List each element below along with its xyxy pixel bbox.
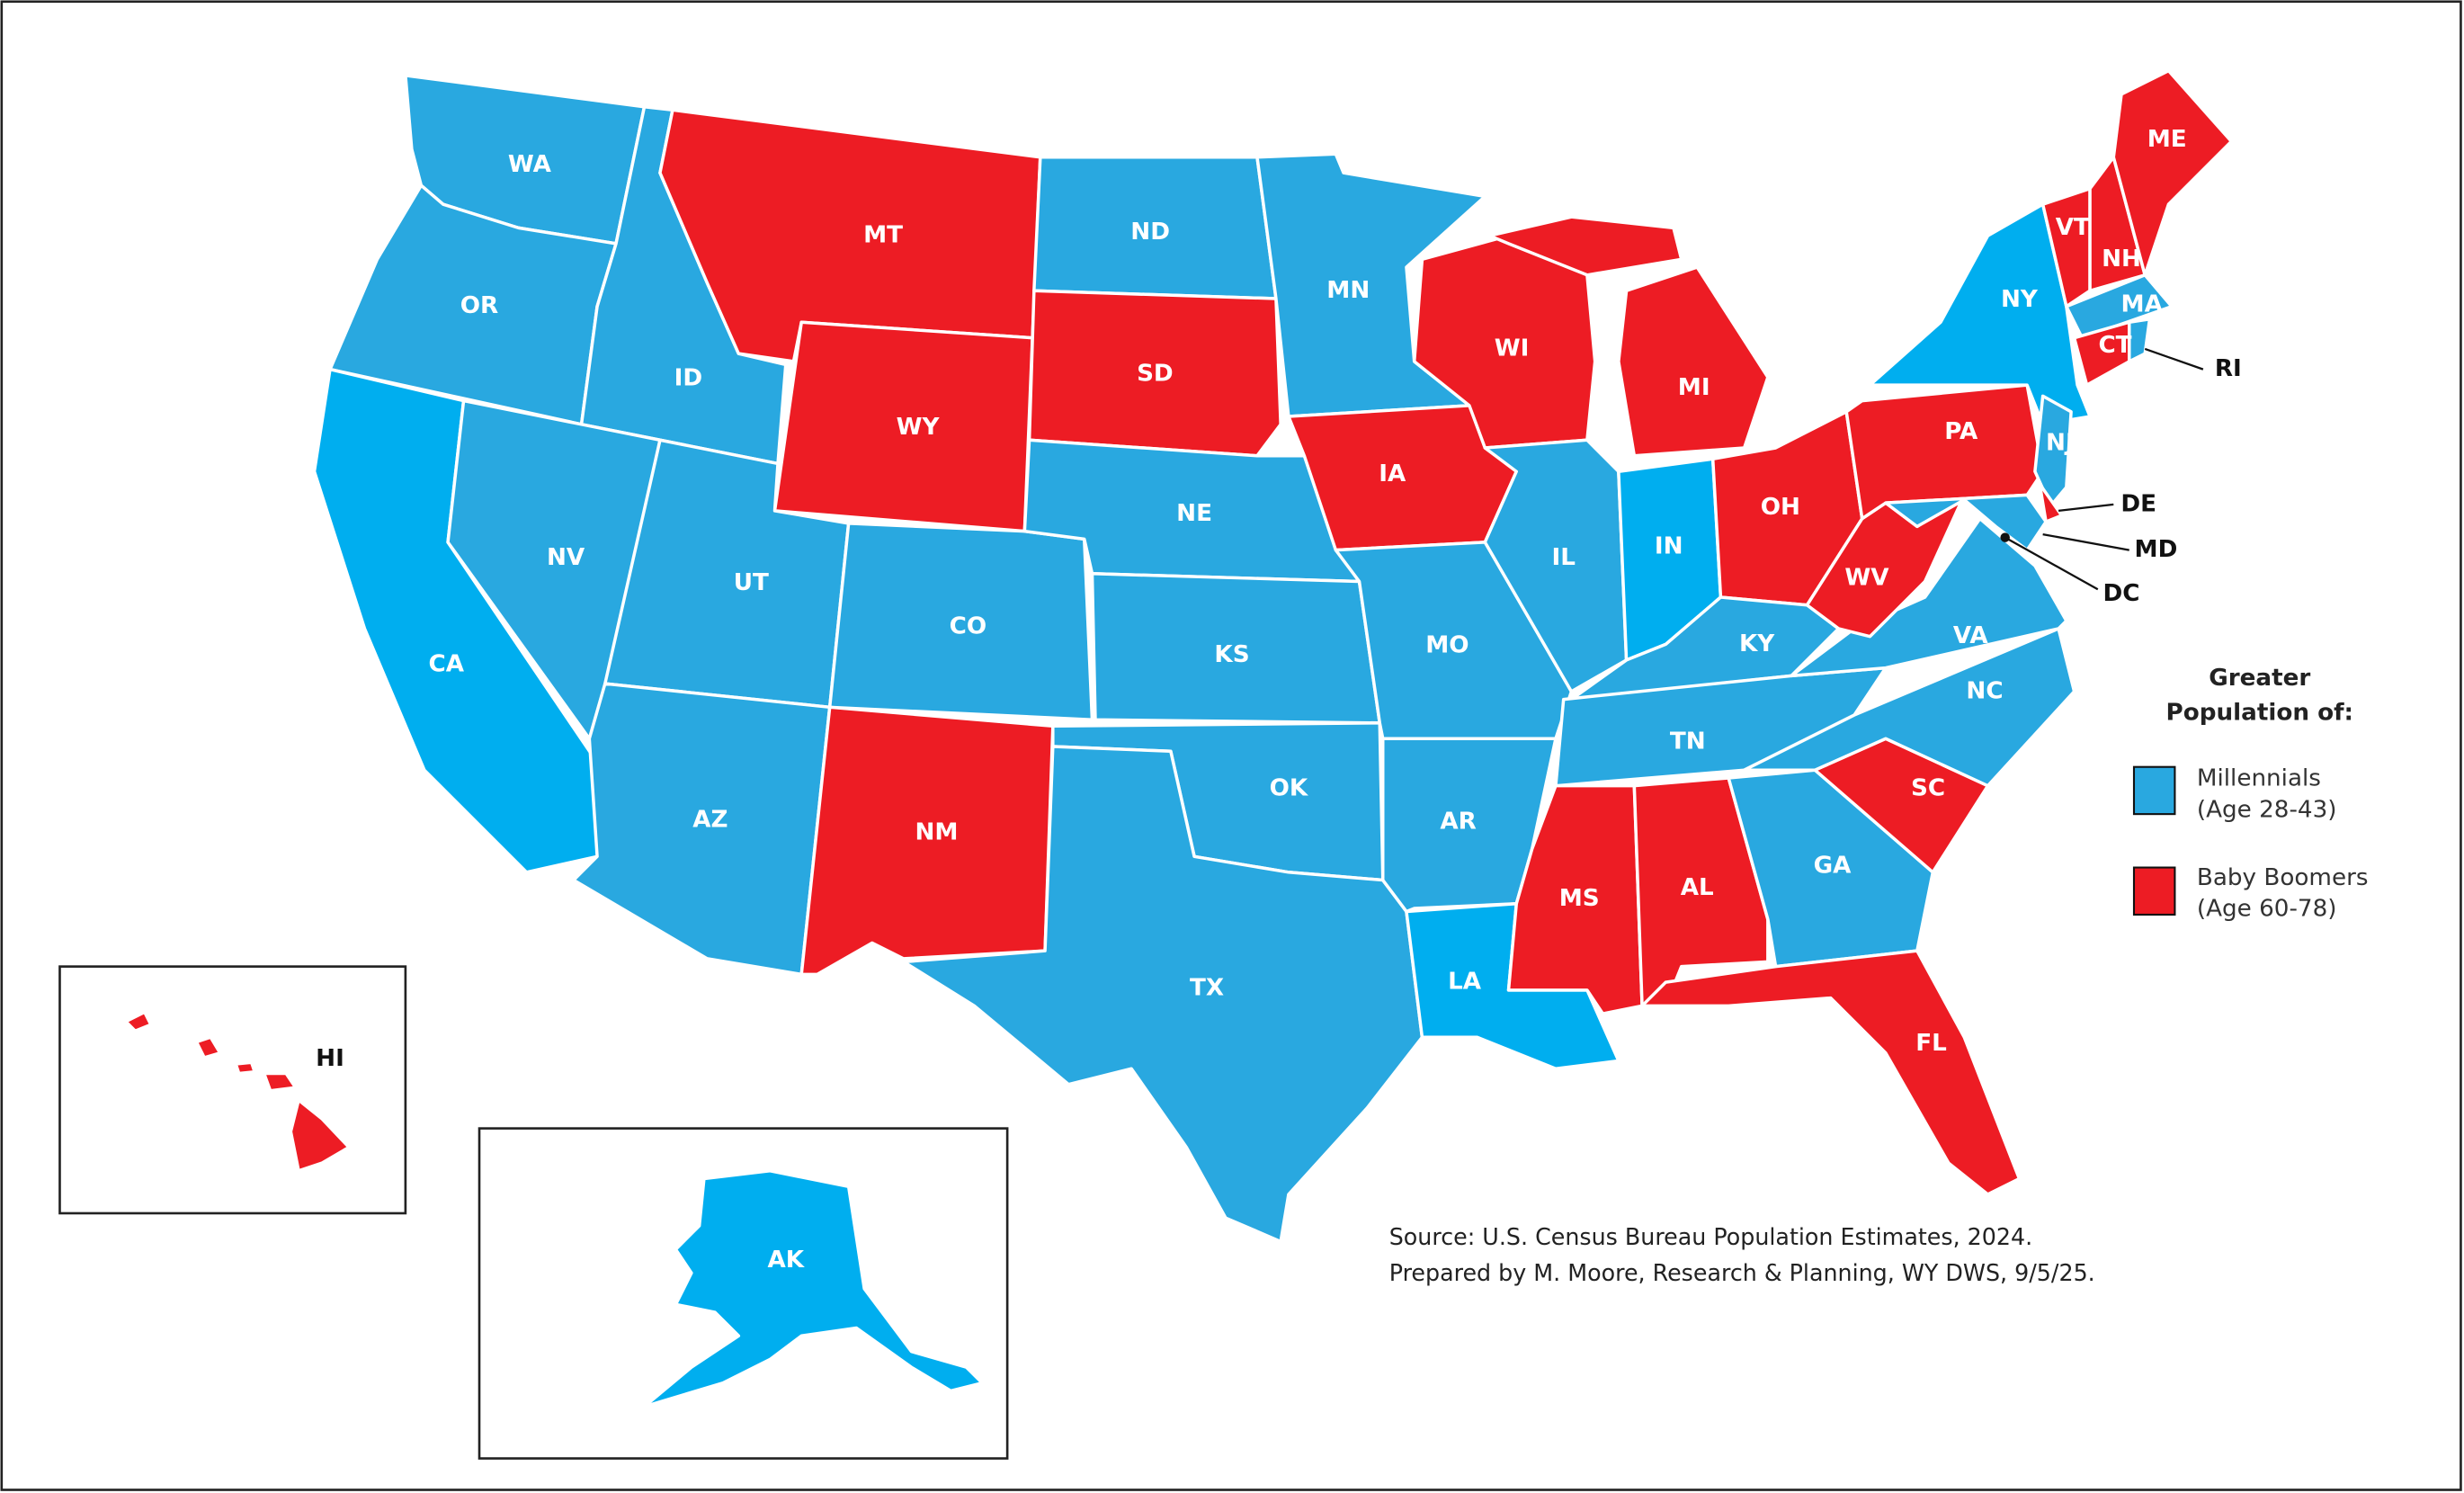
prepared-by-note: Prepared by M. Moore, Research & Plannin… [1389, 1259, 2095, 1286]
legend-sublabel-boomers: (Age 60-78) [2197, 896, 2337, 923]
state-label-ca: CA [429, 651, 465, 678]
state-labels: WA OR CA ID NV MT WY UT AZ CO NM ND SD NE KS OK TX MN IA MO… [316, 126, 2242, 1274]
state-label-md: MD [2135, 536, 2178, 563]
state-label-ut: UT [734, 569, 769, 596]
state-hi [234, 1060, 256, 1076]
leader-line-md [2042, 532, 2129, 551]
state-label-ms: MS [1559, 885, 1600, 912]
state-label-tx: TX [1190, 975, 1224, 1002]
state-label-de: DE [2120, 490, 2156, 517]
legend-swatch-millennials [2132, 765, 2176, 816]
state-ny [1868, 202, 2092, 426]
state-label-la: LA [1448, 969, 1482, 996]
state-ak [642, 1169, 984, 1408]
state-label-az: AZ [692, 807, 728, 834]
state-label-nv: NV [547, 544, 585, 571]
state-label-nc: NC [1966, 677, 2003, 704]
state-label-ri: RI [2215, 355, 2242, 382]
state-de [2038, 482, 2064, 523]
state-label-ia: IA [1379, 460, 1406, 487]
legend-label-millennials: Millennials [2197, 765, 2321, 792]
state-label-sd: SD [1137, 360, 1174, 387]
state-label-ma: MA [2121, 291, 2164, 317]
state-label-ok: OK [1270, 775, 1309, 802]
state-nj [2033, 394, 2073, 508]
state-ma [2065, 273, 2174, 340]
state-label-il: IL [1551, 544, 1575, 571]
leader-line-dc [2004, 536, 2099, 591]
state-label-nh: NH [2102, 246, 2141, 273]
legend-title-line2: Population of: [2166, 699, 2353, 726]
leader-lines [2000, 347, 2204, 591]
state-il [1483, 438, 1629, 693]
state-fl [1640, 949, 2022, 1196]
state-label-oh: OH [1761, 494, 1800, 521]
state-hi [289, 1098, 351, 1173]
state-label-ne: NE [1176, 500, 1212, 527]
state-label-sc: SC [1911, 775, 1945, 802]
source-note: Source: U.S. Census Bureau Population Es… [1389, 1223, 2032, 1250]
legend-swatch-boomers [2132, 866, 2176, 916]
state-label-fl: FL [1915, 1030, 1947, 1057]
state-label-mn: MN [1326, 277, 1370, 304]
state-label-me: ME [2147, 126, 2187, 153]
state-label-pa: PA [1944, 418, 1978, 445]
state-mn [1255, 152, 1487, 418]
state-label-nm: NM [915, 819, 958, 846]
state-label-ny: NY [2001, 286, 2039, 313]
state-label-wv: WV [1844, 565, 1889, 592]
leader-line-de [2058, 503, 2114, 513]
state-label-wi: WI [1495, 335, 1530, 362]
state-label-dc: DC [2103, 580, 2140, 607]
state-ms [1506, 783, 1644, 1015]
legend: Greater Population of: Millennials (Age … [2132, 665, 2369, 923]
state-label-ga: GA [1814, 852, 1852, 879]
state-label-or: OR [460, 292, 498, 319]
state-ri [2128, 317, 2152, 363]
state-label-vt: VT [2056, 214, 2090, 241]
states-layer [124, 68, 2234, 1408]
legend-label-boomers: Baby Boomers [2197, 864, 2369, 891]
state-label-tn: TN [1670, 728, 1706, 755]
state-md [1884, 493, 2048, 552]
state-label-hi: HI [316, 1045, 344, 1072]
legend-title-line1: Greater [2209, 665, 2310, 692]
state-label-ar: AR [1440, 808, 1476, 835]
state-hi [124, 1010, 153, 1033]
state-label-ak: AK [767, 1247, 805, 1274]
alaska-inset-box [478, 1127, 1009, 1460]
legend-sublabel-millennials: (Age 28-43) [2197, 797, 2337, 824]
state-pa [1844, 383, 2045, 521]
state-label-mt: MT [863, 222, 903, 249]
state-sd [1027, 289, 1282, 458]
state-label-id: ID [674, 365, 703, 392]
dc-marker-dot [2000, 532, 2010, 542]
state-label-ks: KS [1214, 641, 1249, 668]
state-label-in: IN [1655, 533, 1683, 560]
state-label-mi: MI [1678, 374, 1710, 401]
state-co [827, 522, 1094, 722]
leader-line-ri [2144, 347, 2204, 371]
state-label-nd: ND [1130, 219, 1170, 246]
state-label-al: AL [1681, 874, 1714, 901]
state-mi [1617, 265, 1770, 458]
state-label-co: CO [950, 613, 987, 640]
state-label-wa: WA [508, 151, 552, 178]
state-label-nj: NJ [2046, 429, 2075, 456]
state-mi [1487, 215, 1683, 277]
state-hi [194, 1035, 222, 1059]
state-label-ct: CT [2098, 332, 2131, 359]
state-nc [1742, 627, 2076, 788]
state-tx [902, 745, 1424, 1244]
state-label-wy: WY [897, 414, 941, 441]
state-label-va: VA [1953, 622, 1989, 649]
state-label-ky: KY [1739, 630, 1775, 657]
state-hi [262, 1071, 298, 1093]
hawaii-inset-box [58, 965, 407, 1215]
state-label-mo: MO [1425, 632, 1469, 659]
